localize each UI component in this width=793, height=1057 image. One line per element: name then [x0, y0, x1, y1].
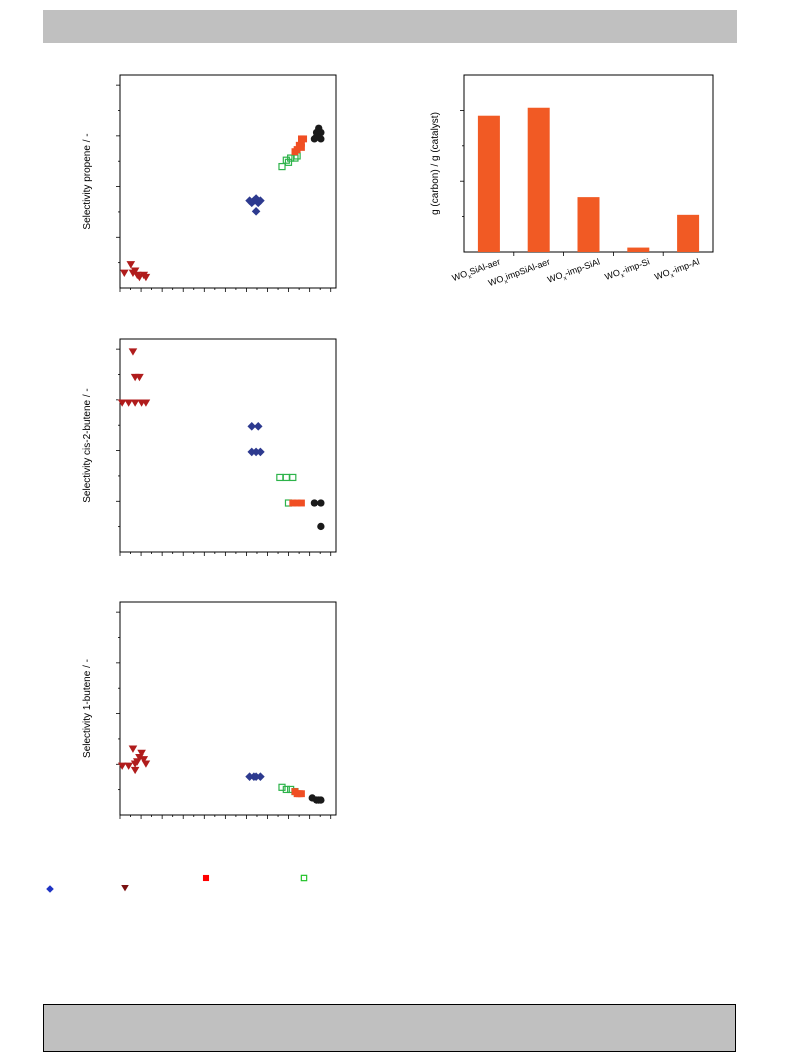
data-point: [141, 273, 151, 282]
scatter-chart-2: Selectivity cis-2-butene / -: [82, 338, 337, 556]
data-point: [117, 399, 127, 407]
data-point: [117, 762, 127, 770]
data-point: [128, 745, 138, 753]
data-point: [278, 783, 286, 791]
scatter-chart-3: Selectivity 1-butene / -: [82, 601, 337, 819]
data-point: [293, 146, 301, 153]
data-point: [284, 158, 293, 166]
data-point: [317, 522, 325, 531]
bar: [627, 247, 650, 252]
series-2: [245, 194, 265, 216]
data-point: [276, 473, 284, 482]
data-point: [130, 766, 140, 775]
series-5: [308, 794, 325, 804]
data-point: [124, 399, 133, 407]
data-point: [293, 499, 301, 507]
data-point: [128, 348, 138, 356]
series-4: [291, 135, 308, 156]
legend-swatch: [46, 885, 54, 893]
data-point: [278, 162, 286, 171]
data-point: [247, 422, 257, 431]
data-point: [253, 422, 263, 431]
bar: [477, 115, 500, 253]
series-2: [247, 422, 265, 457]
data-point: [256, 447, 265, 457]
data-point: [135, 373, 144, 382]
data-point: [120, 269, 129, 277]
data-point: [310, 499, 319, 507]
data-point: [256, 772, 265, 781]
data-point: [251, 447, 261, 457]
data-point: [141, 760, 151, 768]
x-tick-label: WOx-imp-Al: [653, 256, 702, 284]
data-point: [124, 762, 133, 770]
data-point: [135, 273, 144, 282]
series-1: [117, 348, 151, 407]
data-point: [298, 139, 305, 147]
bar-chart: g (carbon) / g (catalyst)WOxSiAl-aerWOxi…: [430, 74, 714, 288]
data-point: [247, 447, 257, 457]
series-2: [245, 772, 265, 781]
header-banner: [43, 10, 737, 43]
x-tick-label: WOx-imp-SiAl: [546, 256, 602, 287]
data-point: [312, 133, 321, 141]
series-3: [278, 152, 301, 171]
bar: [577, 197, 600, 252]
bar: [527, 107, 550, 253]
data-point: [141, 399, 151, 407]
data-point: [289, 473, 297, 482]
data-point: [128, 269, 138, 277]
data-point: [291, 154, 299, 162]
footer-banner: [43, 1004, 736, 1052]
plot-frame: [119, 74, 337, 289]
legend: [46, 874, 308, 893]
series-3: [276, 473, 297, 507]
legend-swatch: [300, 874, 308, 882]
bar: [677, 214, 700, 252]
scatter-chart-1: Selectivity propene / -: [82, 74, 337, 292]
series-5: [310, 499, 325, 531]
data-point: [137, 749, 146, 758]
data-point: [139, 756, 149, 764]
data-point: [298, 143, 305, 151]
plot-frame: [119, 601, 337, 816]
data-point: [287, 154, 295, 162]
data-point: [289, 499, 297, 507]
data-point: [247, 198, 257, 208]
data-point: [256, 196, 265, 205]
data-point: [282, 785, 290, 794]
data-point: [245, 772, 254, 781]
series-4: [289, 499, 305, 507]
data-point: [317, 796, 325, 804]
data-point: [282, 156, 290, 164]
data-point: [251, 772, 261, 781]
legend-swatch: [121, 884, 129, 892]
data-point: [126, 261, 136, 269]
data-point: [298, 790, 305, 798]
y-axis-label: Selectivity propene / -: [82, 133, 93, 229]
data-point: [298, 499, 305, 507]
x-tick-label: WOx-imp-Si: [603, 256, 652, 284]
series-5: [310, 124, 325, 143]
plot-frame: [119, 338, 337, 553]
series-4: [291, 788, 305, 798]
y-axis-label: Selectivity cis-2-butene / -: [82, 388, 93, 503]
data-point: [300, 135, 308, 143]
y-axis-label: g (carbon) / g (catalyst): [430, 112, 441, 215]
data-point: [130, 399, 140, 407]
data-point: [251, 207, 261, 216]
data-point: [282, 473, 290, 482]
data-point: [251, 194, 261, 203]
data-point: [317, 499, 325, 507]
legend-swatch: [202, 874, 210, 882]
y-axis-label: Selectivity 1-butene / -: [82, 659, 93, 758]
series-1: [120, 261, 151, 282]
series-1: [117, 745, 151, 775]
